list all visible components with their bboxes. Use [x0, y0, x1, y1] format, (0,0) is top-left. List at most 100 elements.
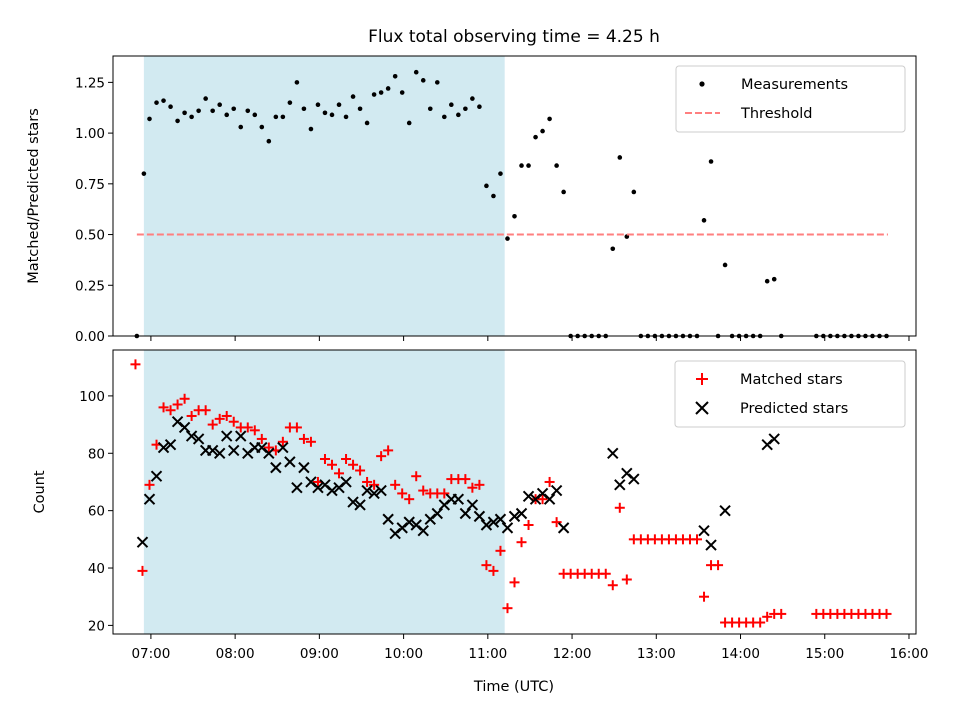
- data-point: [355, 465, 366, 476]
- data-point: [390, 479, 401, 490]
- data-point: [186, 410, 197, 421]
- data-point: [200, 405, 211, 416]
- data-point: [315, 102, 321, 107]
- data-point: [692, 534, 702, 545]
- data-point: [540, 128, 545, 134]
- data-point: [263, 442, 274, 453]
- data-point: [516, 537, 527, 548]
- data-point: [392, 73, 398, 79]
- data-point: [252, 112, 258, 118]
- data-point: [305, 436, 316, 447]
- data-point: [508, 510, 521, 523]
- data-point: [150, 470, 163, 482]
- data-point: [439, 488, 450, 499]
- data-point: [136, 536, 149, 548]
- data-point: [368, 487, 380, 500]
- data-point: [459, 507, 472, 520]
- data-point: [467, 482, 478, 493]
- data-point: [270, 461, 282, 474]
- data-point: [298, 433, 309, 444]
- data-point: [343, 114, 349, 120]
- y-tick-label: 80: [88, 446, 105, 462]
- data-point: [404, 494, 415, 505]
- data-point: [157, 441, 170, 454]
- top-y-axis-label: Matched/Predicted stars: [26, 108, 42, 284]
- data-point: [762, 611, 773, 622]
- x-tick-label: 07:00: [131, 646, 170, 662]
- data-point: [266, 138, 272, 144]
- data-point: [557, 522, 570, 534]
- data-point: [164, 438, 177, 451]
- series-matched-stars: [130, 359, 892, 628]
- data-point: [161, 98, 166, 103]
- data-point: [308, 126, 314, 132]
- data-point: [881, 608, 892, 619]
- y-tick-label: 40: [88, 561, 105, 577]
- data-point: [420, 78, 426, 83]
- data-point: [406, 120, 412, 126]
- data-point: [231, 106, 237, 112]
- data-point: [600, 568, 611, 579]
- top-legend: Measurements Threshold: [675, 65, 906, 133]
- bottom-panel-frame: [112, 349, 917, 635]
- data-point: [327, 459, 337, 470]
- data-point: [369, 479, 380, 490]
- data-point: [141, 171, 147, 176]
- data-point: [708, 159, 714, 164]
- data-point: [512, 213, 517, 219]
- data-point: [509, 577, 520, 588]
- data-point: [189, 114, 194, 120]
- data-point: [701, 218, 707, 223]
- data-point: [466, 499, 479, 511]
- data-point: [699, 591, 710, 602]
- data-point: [348, 459, 359, 470]
- y-tick-label: 20: [88, 618, 105, 634]
- data-point: [484, 183, 489, 189]
- legend-predicted-marker: [695, 401, 709, 415]
- data-point: [245, 108, 251, 114]
- bottom-x-axis: 07:00 08:00 09:00 10:00 11:00 12:00 13:00 14:00…: [131, 634, 928, 662]
- data-point: [551, 517, 562, 528]
- legend-predicted-label: Predicted stars: [740, 401, 848, 417]
- x-tick-label: 09:00: [300, 646, 339, 662]
- data-point: [154, 100, 159, 105]
- bottom-y-axis: 20 40 60 80 100: [79, 389, 113, 634]
- data-point: [213, 447, 226, 459]
- data-point: [196, 108, 201, 114]
- data-point: [235, 430, 247, 442]
- data-point: [214, 413, 225, 424]
- data-point: [477, 104, 482, 110]
- data-point: [178, 421, 191, 434]
- data-point: [495, 545, 506, 556]
- data-point: [776, 608, 787, 619]
- data-point: [713, 560, 724, 571]
- data-point: [607, 447, 619, 459]
- data-point: [334, 468, 345, 479]
- data-point: [533, 134, 538, 140]
- top-panel-frame: [112, 55, 917, 337]
- data-point: [175, 118, 180, 124]
- data-point: [210, 108, 215, 114]
- data-point: [501, 522, 514, 534]
- data-point: [336, 102, 342, 107]
- data-point: [256, 433, 267, 444]
- x-tick-label: 08:00: [216, 646, 255, 662]
- data-point: [277, 441, 289, 454]
- data-point: [179, 393, 190, 404]
- bottom-y-axis-label: Count: [32, 470, 48, 513]
- data-point: [376, 451, 387, 462]
- data-point: [322, 110, 328, 116]
- data-point: [610, 246, 616, 252]
- data-point: [434, 80, 440, 85]
- data-point: [263, 447, 275, 459]
- data-point: [172, 399, 183, 410]
- data-point: [144, 479, 155, 490]
- data-point: [301, 106, 307, 112]
- data-point: [399, 90, 405, 95]
- data-point: [614, 479, 626, 491]
- top-panel-shaded-span: [143, 56, 505, 336]
- legend-matched-label: Matched stars: [740, 372, 843, 388]
- data-point: [385, 86, 391, 91]
- y-tick-label: 0.00: [75, 329, 105, 345]
- data-point: [259, 124, 265, 130]
